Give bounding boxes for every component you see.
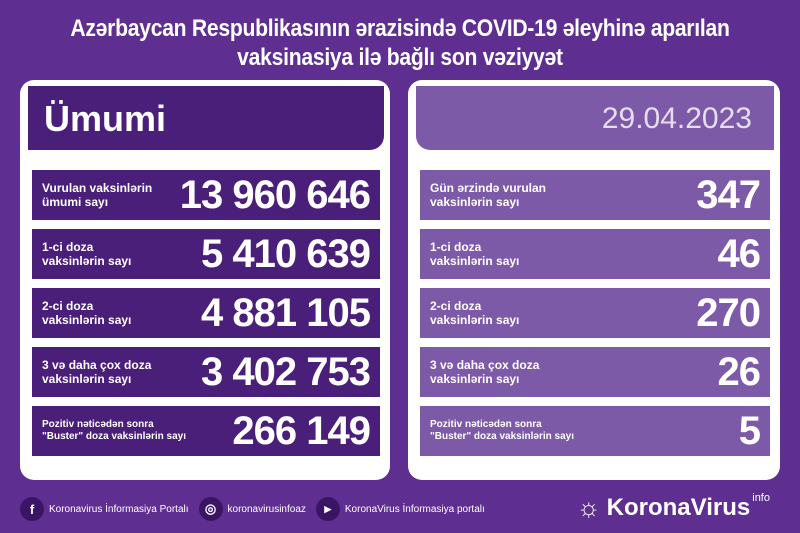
date-header: 29.04.2023 [416, 86, 774, 150]
stat-value: 5 410 639 [201, 231, 371, 276]
stat-label: 2-ci doza vaksinlərin sayı [42, 299, 132, 327]
stat-value: 4 881 105 [201, 290, 371, 335]
stat-value: 266 149 [232, 408, 371, 453]
total-panel: Ümumi Vurulan vaksinlərin ümumi sayı 13 9… [20, 80, 390, 480]
stat-label: Pozitiv nəticədən sonra "Buster" doza va… [42, 419, 186, 442]
date-text: 29.04.2023 [601, 102, 752, 135]
stat-label: 2-ci doza vaksinlərin sayı [430, 299, 520, 327]
youtube-link[interactable]: ▶ KoronaVirus İnformasiya portalı [315, 497, 485, 521]
youtube-icon: ▶ [315, 497, 340, 521]
stat-row: 3 və daha çox doza vaksinlərin sayı 26 [420, 347, 770, 397]
stat-row: 1-ci doza vaksinlərin sayı 46 [420, 229, 770, 279]
stat-label: 3 və daha çox doza vaksinlərin sayı [42, 358, 152, 386]
instagram-icon: ◎ [198, 497, 223, 521]
stat-row: 1-ci doza vaksinlərin sayı 5 410 639 [32, 229, 380, 279]
stat-label: 1-ci doza vaksinlərin sayı [430, 240, 520, 268]
stat-label: Pozitiv nəticədən sonra "Buster" doza va… [430, 419, 574, 442]
stat-row: 2-ci doza vaksinlərin sayı 4 881 105 [32, 288, 380, 338]
brand-sup: info [752, 491, 770, 504]
facebook-link[interactable]: f Koronavirus İnformasiya Portalı [20, 497, 189, 521]
daily-panel: 29.04.2023 Gün ərzində vurulan vaksinlər… [408, 80, 780, 480]
total-header-text: Ümumi [44, 98, 167, 139]
page-title: Azərbaycan Respublikasının ərazisində CO… [70, 15, 730, 71]
stat-value: 26 [717, 349, 761, 394]
stat-row: Pozitiv nəticədən sonra "Buster" doza va… [32, 406, 380, 456]
stat-value: 347 [696, 172, 761, 217]
stat-value: 13 960 646 [179, 172, 371, 217]
stat-value: 3 402 753 [201, 349, 371, 394]
stat-value: 46 [717, 231, 761, 276]
youtube-text: KoronaVirus İnformasiya portalı [344, 503, 485, 515]
facebook-text: Koronavirus İnformasiya Portalı [49, 503, 189, 515]
facebook-icon: f [20, 497, 44, 521]
stat-label: 3 və daha çox doza vaksinlərin sayı [430, 358, 540, 386]
stat-value: 5 [738, 408, 761, 453]
instagram-link[interactable]: ◎ koronavirusinfoaz [198, 497, 306, 521]
brand-logo: ☼ KoronaVirus info [577, 492, 770, 523]
stat-row: Pozitiv nəticədən sonra "Buster" doza va… [420, 406, 770, 456]
stat-row: 3 və daha çox doza vaksinlərin sayı 3 402… [32, 347, 380, 397]
footer: f Koronavirus İnformasiya Portalı ◎ korona… [0, 493, 530, 525]
total-header: Ümumi [28, 86, 384, 150]
virus-sun-icon: ☼ [576, 492, 601, 522]
stat-value: 270 [696, 290, 761, 335]
stat-row: 2-ci doza vaksinlərin sayı 270 [420, 288, 770, 338]
stat-label: 1-ci doza vaksinlərin sayı [42, 240, 132, 268]
stat-label: Vurulan vaksinlərin ümumi sayı [42, 181, 153, 209]
instagram-text: koronavirusinfoaz [227, 503, 306, 515]
stat-row: Gün ərzində vurulan vaksinlərin sayı 347 [420, 170, 770, 220]
brand-text: KoronaVirus [606, 493, 751, 521]
stat-row: Vurulan vaksinlərin ümumi sayı 13 960 646 [32, 170, 380, 220]
stat-label: Gün ərzində vurulan vaksinlərin sayı [430, 181, 547, 209]
